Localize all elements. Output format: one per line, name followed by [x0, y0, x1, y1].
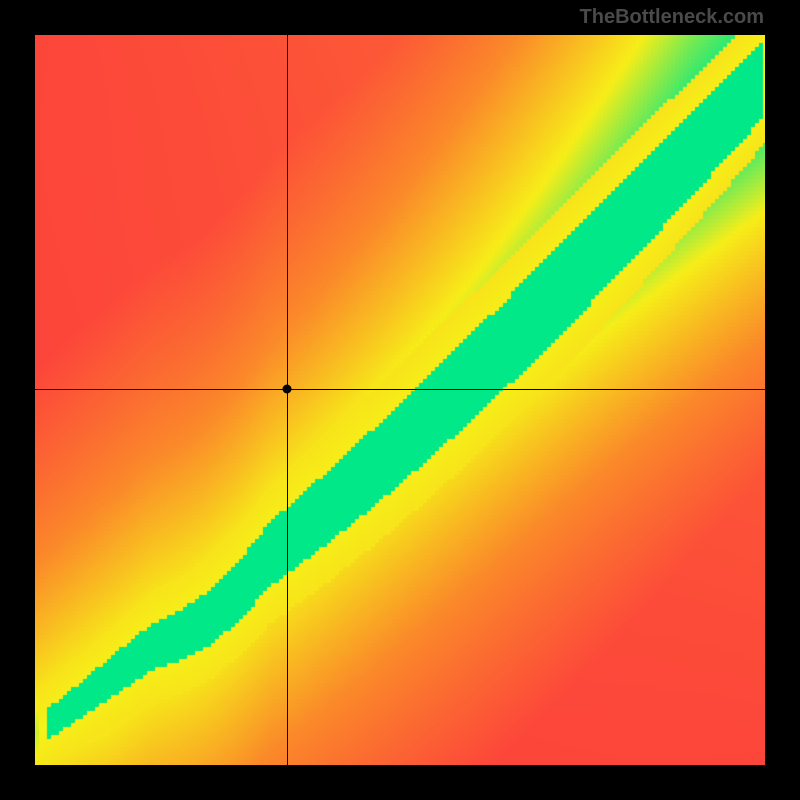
crosshair-horizontal	[35, 389, 765, 390]
chart-container: TheBottleneck.com	[0, 0, 800, 800]
crosshair-vertical	[287, 35, 288, 765]
plot-area	[35, 35, 765, 765]
watermark-text: TheBottleneck.com	[580, 6, 764, 29]
marker-dot	[282, 385, 291, 394]
heatmap-canvas	[35, 35, 765, 765]
